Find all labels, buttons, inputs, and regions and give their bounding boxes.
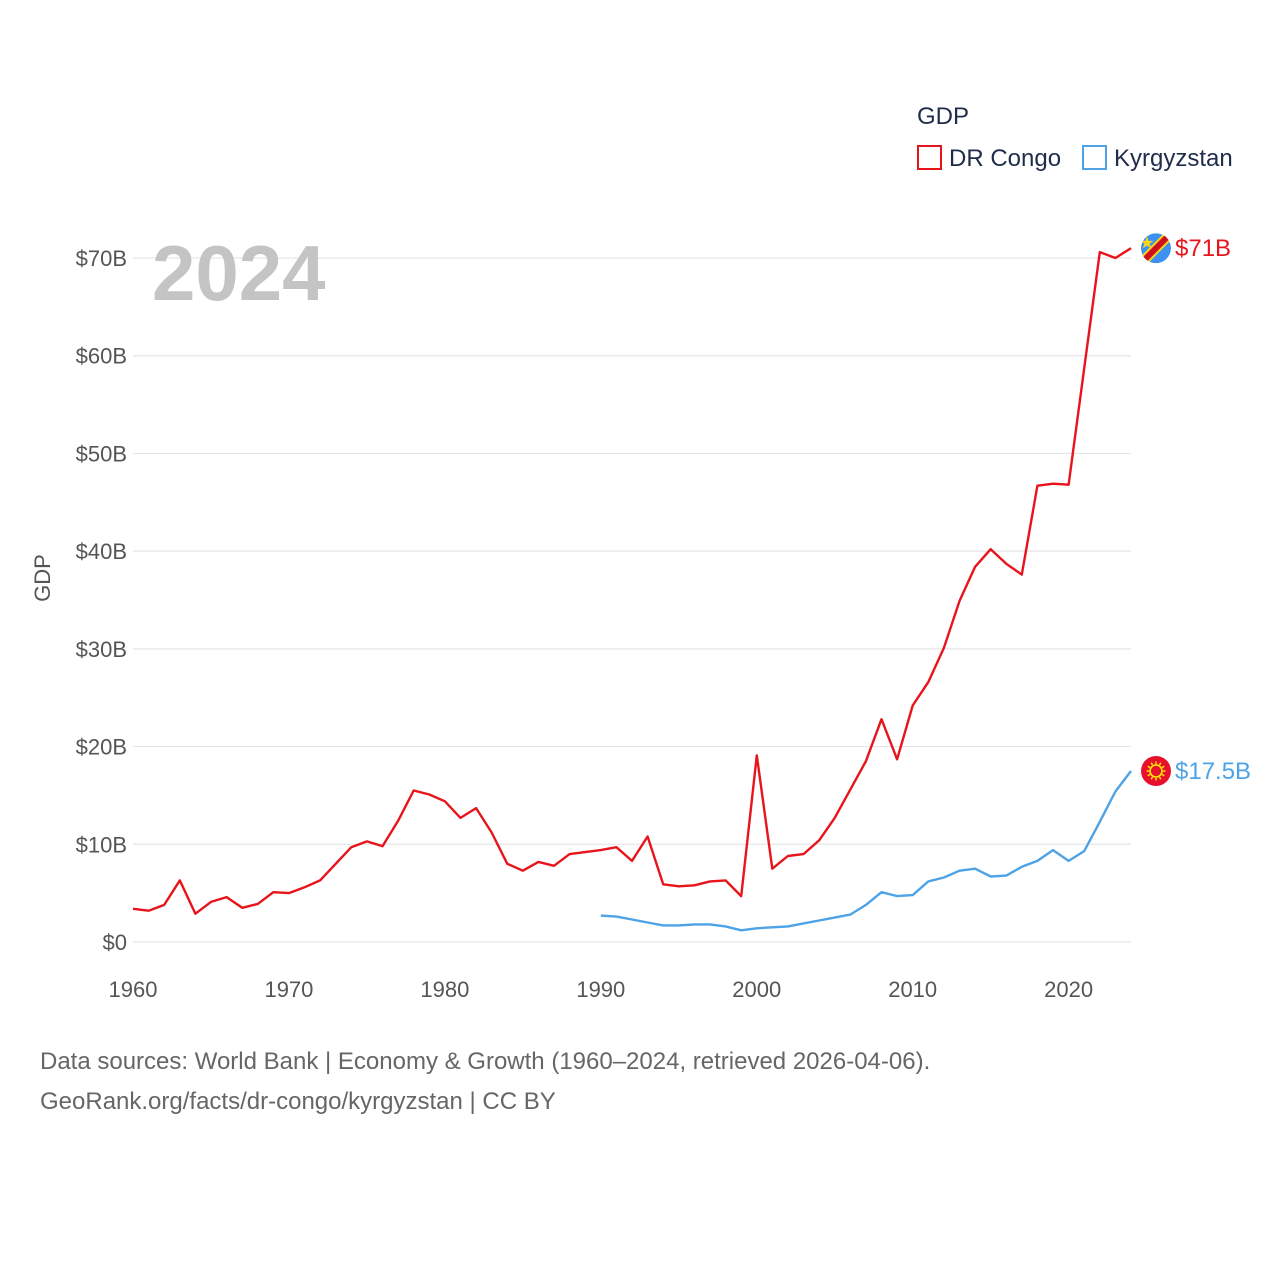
dr-congo-flag-icon (1141, 233, 1171, 264)
legend[interactable]: GDP DR Congo Kyrgyzstan (917, 103, 1233, 172)
end-value-label-kyrgyzstan: $17.5B (1175, 758, 1251, 785)
y-tick-label: $50B (76, 441, 127, 466)
y-axis-title: GDP (30, 554, 55, 602)
x-axis-ticks: 1960 1970 1980 1990 2000 2010 2020 (109, 977, 1094, 1002)
x-tick-label: 1980 (420, 977, 469, 1002)
gridlines (133, 257, 1131, 943)
x-tick-label: 1990 (576, 977, 625, 1002)
footer-link[interactable]: GeoRank.org/facts/dr-congo/kyrgyzstan | … (40, 1088, 556, 1115)
kyrgyzstan-flag-icon (1141, 756, 1171, 786)
y-axis-ticks: $0 $10B $20B $30B $40B $50B $60B $70B (76, 246, 127, 955)
series-lines (132, 247, 1132, 932)
y-tick-label: $20B (76, 735, 127, 760)
footer-sources: Data sources: World Bank | Economy & Gro… (40, 1048, 931, 1075)
y-tick-label: $40B (76, 539, 127, 564)
x-tick-label: 2020 (1044, 977, 1093, 1002)
legend-label-dr-congo[interactable]: DR Congo (949, 145, 1061, 172)
x-tick-label: 2000 (732, 977, 781, 1002)
y-tick-label: $70B (76, 246, 127, 271)
legend-swatch-kyrgyzstan[interactable] (1082, 145, 1107, 170)
series-end-labels: $71B $17.5B (1141, 233, 1251, 786)
gdp-line-chart: $0$10B$20B$30B$40B$50B$60B$70B 1960 1970 1… (30, 103, 1251, 1002)
legend-swatch-dr-congo[interactable] (917, 145, 942, 170)
y-tick-label: $10B (76, 832, 127, 857)
y-tick-label: $60B (76, 344, 127, 369)
year-watermark: 2024 (152, 229, 326, 317)
legend-title: GDP (917, 103, 969, 130)
y-tick-label: $0 (103, 930, 127, 955)
x-tick-label: 2010 (888, 977, 937, 1002)
y-tick-label: $30B (76, 637, 127, 662)
series-line-kyrgyzstan (600, 770, 1132, 932)
series-line-dr-congo (132, 247, 1132, 915)
x-tick-label: 1970 (264, 977, 313, 1002)
x-tick-label: 1960 (109, 977, 158, 1002)
end-value-label-dr-congo: $71B (1175, 235, 1231, 262)
legend-label-kyrgyzstan[interactable]: Kyrgyzstan (1114, 145, 1233, 172)
footer: Data sources: World Bank | Economy & Gro… (40, 1042, 930, 1122)
